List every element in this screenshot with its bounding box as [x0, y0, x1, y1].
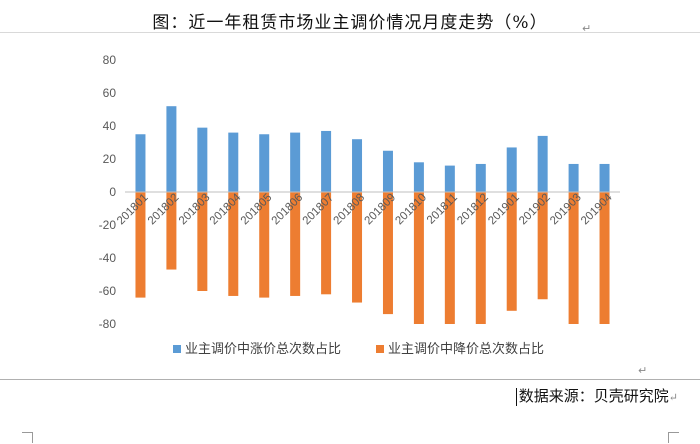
page-title-text: 图：近一年租赁市场业主调价情况月度走势（%） [152, 13, 548, 33]
source-note: 数据来源：贝壳研究院↵ [515, 385, 678, 406]
y-tick-label: 80 [103, 53, 117, 67]
legend-label: 业主调价中涨价总次数占比 [185, 341, 341, 357]
bar-price-decrease [228, 192, 239, 296]
bar-price-decrease [259, 192, 270, 298]
bar-price-increase [166, 106, 177, 192]
x-tick-label: 201904 [579, 191, 615, 227]
page-title: 图：近一年租赁市场业主调价情况月度走势（%） [0, 8, 700, 33]
bar-price-decrease [135, 192, 146, 298]
y-axis: 80 60 40 20 0 -20 -40 -60 -80 [99, 53, 117, 331]
page-corner-mark [668, 432, 679, 443]
y-tick-label: 0 [109, 185, 116, 199]
bar-price-increase [444, 165, 455, 192]
bar-price-increase [290, 132, 301, 192]
bar-price-increase [197, 127, 208, 192]
bar-price-increase [382, 150, 393, 192]
legend: 业主调价中涨价总次数占比 业主调价中降价总次数占比 [173, 341, 544, 357]
y-tick-label: 20 [103, 152, 117, 166]
y-tick-label: -80 [99, 317, 117, 331]
bar-price-increase [568, 163, 579, 192]
bar-price-decrease [413, 192, 424, 324]
bar-price-increase [259, 134, 270, 192]
bar-price-decrease [321, 192, 332, 295]
bar-price-increase [321, 130, 332, 192]
bar-price-decrease [290, 192, 301, 296]
footer-rule [0, 379, 700, 380]
bar-price-increase [537, 135, 548, 192]
bar-price-decrease [197, 192, 208, 291]
y-tick-label: -40 [99, 251, 117, 265]
paragraph-mark-icon: ↵ [668, 391, 678, 404]
text-cursor-icon [515, 388, 517, 406]
y-tick-label: 40 [103, 119, 117, 133]
bar-price-decrease [537, 192, 548, 300]
bar-price-decrease [382, 192, 393, 315]
bar-price-increase [599, 163, 610, 192]
bar-price-increase [475, 163, 486, 192]
bar-price-decrease [444, 192, 455, 324]
source-text: 数据来源：贝壳研究院 [518, 387, 669, 405]
y-tick-label: -20 [99, 218, 117, 232]
bar-price-increase [352, 139, 363, 192]
paragraph-mark-icon: ↵ [582, 22, 592, 35]
bar-price-decrease [568, 192, 579, 324]
bars [135, 106, 610, 324]
y-tick-label: -60 [99, 284, 117, 298]
bar-price-decrease [599, 192, 610, 324]
bar-price-decrease [506, 192, 517, 311]
bar-price-decrease [166, 192, 177, 270]
bar-price-increase [228, 132, 239, 192]
legend-label: 业主调价中降价总次数占比 [388, 341, 544, 357]
bar-price-increase [413, 162, 424, 192]
bar-price-decrease [475, 192, 486, 324]
bar-price-increase [506, 147, 517, 192]
x-tick-label: 201804 [208, 191, 244, 227]
header-rule [0, 32, 700, 33]
page-corner-mark [22, 432, 33, 443]
bar-price-increase [135, 134, 146, 192]
bar-price-decrease [352, 192, 363, 303]
y-tick-label: 60 [103, 86, 117, 100]
paragraph-mark-icon: ↵ [638, 364, 648, 377]
legend-swatch [173, 345, 181, 353]
legend-swatch [376, 345, 384, 353]
